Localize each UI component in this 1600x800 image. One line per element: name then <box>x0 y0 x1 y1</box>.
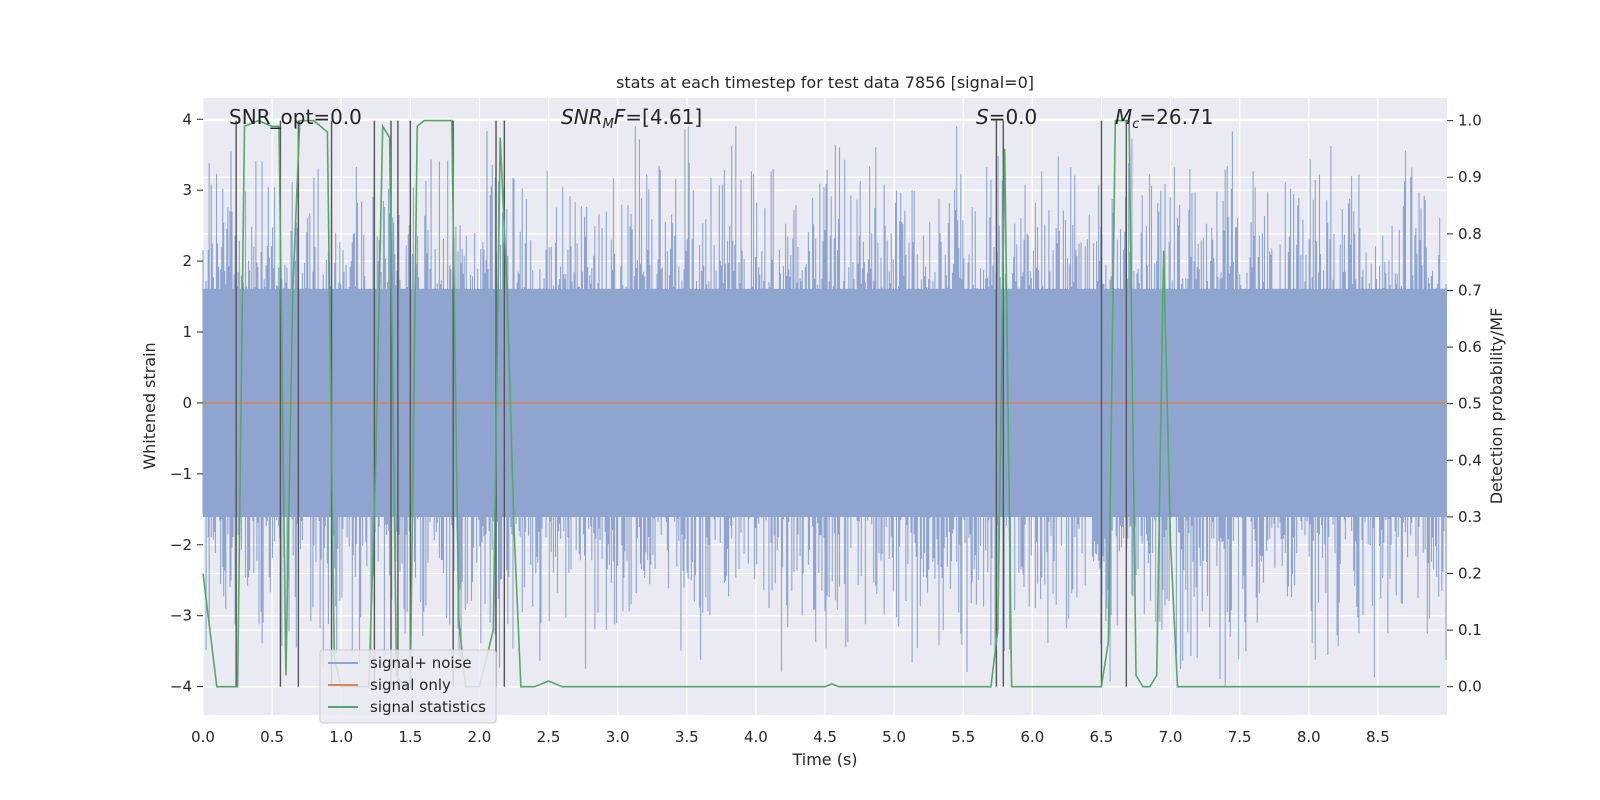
y-right-tick-label: 0.7 <box>1458 281 1482 299</box>
y-left-tick-label: −3 <box>170 607 192 625</box>
x-tick-label: 4.0 <box>744 728 768 746</box>
chart-title: stats at each timestep for test data 785… <box>616 73 1034 92</box>
x-axis-label: Time (s) <box>791 750 857 769</box>
x-tick-label: 2.0 <box>468 728 492 746</box>
y-left-tick-label: 1 <box>182 323 192 341</box>
y-right-tick-label: 0.2 <box>1458 564 1482 582</box>
x-axis-ticks: 0.0 0.5 1.0 1.5 2.0 2.5 3.0 3.5 4.0 4.5 5.0 5.5 6.0 6… <box>191 728 1390 746</box>
y-left-tick-label: −1 <box>170 465 192 483</box>
y-axis-left-label: Whitened strain <box>140 342 159 469</box>
y-left-tick-label: 4 <box>182 110 192 128</box>
x-tick-label: 4.5 <box>813 728 837 746</box>
y-right-tick-label: 0.1 <box>1458 621 1482 639</box>
y-left-tick-label: 2 <box>182 252 192 270</box>
annotation-mc: Mc=26.71 <box>1115 105 1213 132</box>
y-axis-right-label: Detection probability/MF <box>1487 308 1506 505</box>
y-right-tick-label: 0.8 <box>1458 225 1482 243</box>
x-tick-label: 8.0 <box>1297 728 1321 746</box>
y-right-tick-label: 0.9 <box>1458 168 1482 186</box>
x-tick-label: 0.0 <box>191 728 215 746</box>
x-tick-label: 0.5 <box>260 728 284 746</box>
x-tick-label: 5.5 <box>951 728 975 746</box>
x-tick-label: 6.5 <box>1090 728 1114 746</box>
y-axis-left-ticks: 4 3 2 1 0 −1 −2 −3 −4 <box>170 110 203 696</box>
y-left-tick-label: 0 <box>182 394 192 412</box>
x-tick-label: 5.0 <box>882 728 906 746</box>
noise-trace <box>202 126 1447 687</box>
x-tick-label: 7.5 <box>1228 728 1252 746</box>
y-right-tick-label: 0.0 <box>1458 678 1482 696</box>
x-tick-label: 8.5 <box>1366 728 1390 746</box>
legend-label-signal-only: signal only <box>370 676 451 694</box>
y-axis-right-ticks: 1.0 0.9 0.8 0.7 0.6 0.5 0.4 0.3 0.2 0.1 0.0 <box>1447 112 1482 696</box>
annotation-snr-opt: SNR_opt=0.0 <box>229 105 362 129</box>
signal-statistics-series <box>202 119 1441 688</box>
x-tick-label: 7.0 <box>1159 728 1183 746</box>
x-tick-label: 1.5 <box>398 728 422 746</box>
legend-label-statistics: signal statistics <box>370 698 486 716</box>
x-tick-label: 1.0 <box>329 728 353 746</box>
annotation-snr-mf: SNRMF=[4.61] <box>561 105 702 132</box>
x-tick-label: 3.0 <box>606 728 630 746</box>
y-right-tick-label: 0.3 <box>1458 508 1482 526</box>
y-right-tick-label: 1.0 <box>1458 112 1482 130</box>
legend: signal+ noise signal only signal statist… <box>319 649 497 724</box>
y-right-tick-label: 0.6 <box>1458 338 1482 356</box>
y-right-tick-label: 0.5 <box>1458 395 1482 413</box>
x-tick-label: 2.5 <box>537 728 561 746</box>
y-right-tick-label: 0.4 <box>1458 451 1482 469</box>
legend-box <box>319 649 497 724</box>
x-tick-label: 6.0 <box>1020 728 1044 746</box>
x-tick-label: 3.5 <box>675 728 699 746</box>
annotation-s: S=0.0 <box>976 105 1037 129</box>
y-left-tick-label: −4 <box>170 678 192 696</box>
y-left-tick-label: −2 <box>170 536 192 554</box>
legend-label-noise: signal+ noise <box>370 654 472 672</box>
y-left-tick-label: 3 <box>182 181 192 199</box>
